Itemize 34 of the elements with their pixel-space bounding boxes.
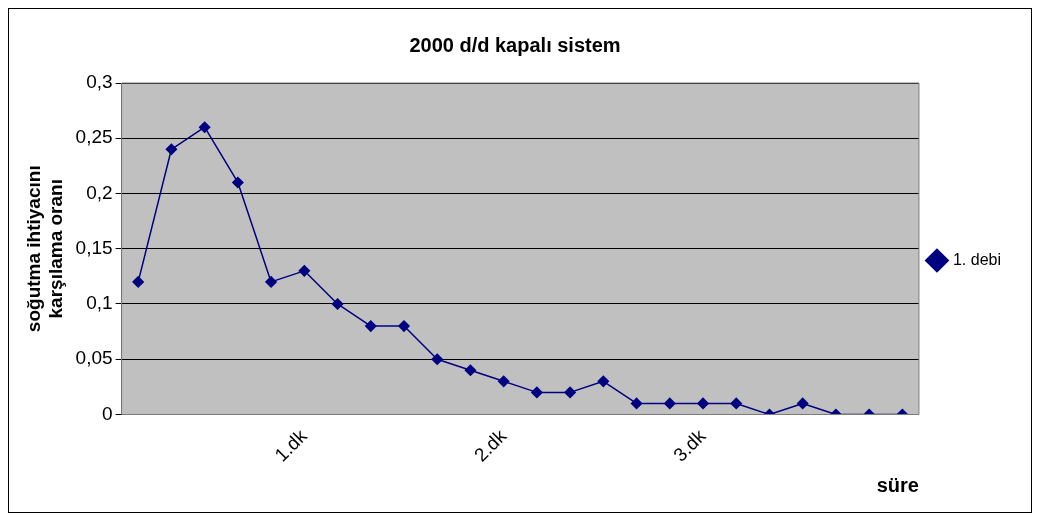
point — [365, 320, 377, 332]
y-tick-label: 0 — [102, 402, 113, 424]
y-tick-label: 0,15 — [75, 236, 113, 258]
x-tick-label: 1.dk — [270, 424, 312, 466]
point — [431, 353, 443, 365]
point — [564, 386, 576, 399]
y-tick-label: 0,25 — [75, 126, 113, 148]
point — [531, 386, 543, 399]
legend-label: 1. debi — [952, 250, 1002, 268]
point — [198, 121, 211, 133]
chart-title: 2000 d/d kapalı sistem — [409, 33, 621, 56]
y-tick-label: 0,1 — [86, 292, 113, 314]
y-tick-label: 0,3 — [86, 71, 113, 93]
x-axis-title: süre — [876, 473, 919, 496]
point — [796, 397, 809, 410]
point — [265, 276, 277, 288]
point — [697, 397, 709, 410]
x-tick-label: 2.dk — [469, 424, 511, 466]
point — [331, 298, 344, 310]
point — [232, 176, 244, 189]
point — [132, 276, 144, 288]
y-axis-title: soğutma ihtiyacını karşılama oranı — [22, 165, 67, 333]
point — [398, 320, 410, 332]
point — [597, 375, 610, 388]
y-tick-label: 0,2 — [86, 181, 113, 203]
point — [497, 375, 510, 388]
point — [630, 397, 643, 410]
point — [464, 364, 477, 377]
point — [298, 265, 311, 277]
x-tick-label: 3.dk — [669, 424, 710, 466]
point — [730, 397, 742, 410]
y-tick-label: 0,05 — [75, 347, 113, 369]
point — [165, 143, 178, 156]
point — [664, 397, 676, 410]
